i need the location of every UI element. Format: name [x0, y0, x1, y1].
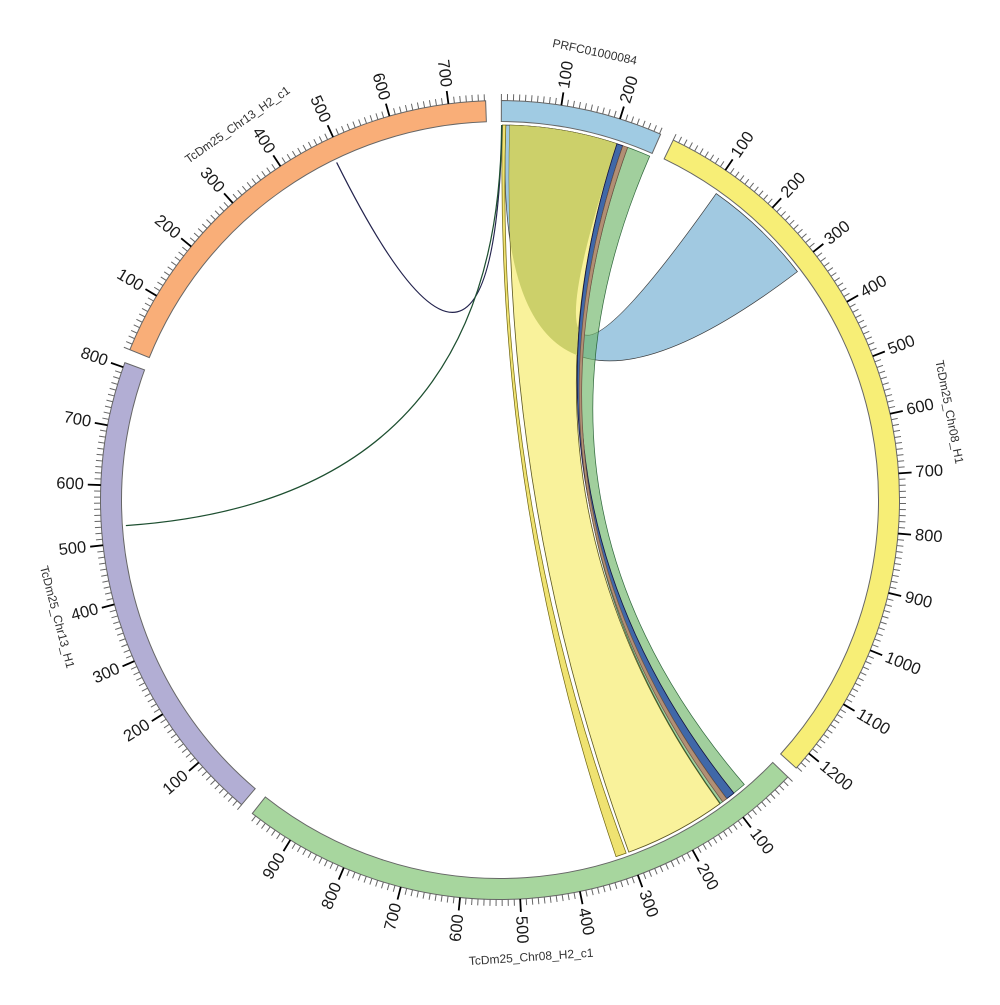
- svg-text:800: 800: [914, 526, 943, 546]
- svg-text:700: 700: [915, 461, 944, 481]
- svg-text:700: 700: [434, 59, 455, 89]
- svg-text:600: 600: [56, 474, 84, 493]
- svg-text:600: 600: [905, 395, 936, 419]
- svg-text:900: 900: [903, 588, 934, 612]
- svg-text:500: 500: [512, 916, 531, 944]
- svg-text:100: 100: [555, 60, 577, 90]
- svg-text:600: 600: [447, 914, 468, 943]
- svg-text:400: 400: [574, 906, 597, 937]
- svg-text:500: 500: [58, 538, 87, 559]
- svg-text:700: 700: [62, 408, 92, 431]
